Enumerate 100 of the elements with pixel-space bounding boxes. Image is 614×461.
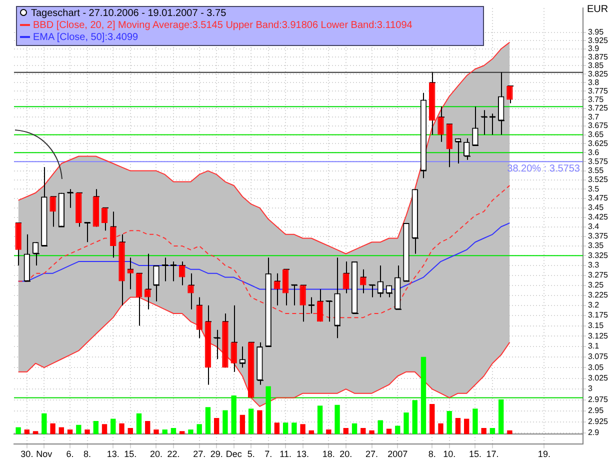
y-tick-label: 3.325: [588, 250, 609, 260]
x-tick-label: 2007: [388, 449, 408, 460]
y-tick-label: 3.575: [588, 156, 609, 166]
candlestick: [454, 138, 462, 164]
bar: [395, 426, 400, 434]
candlestick: [429, 72, 436, 136]
bar: [266, 386, 271, 434]
bar: [84, 430, 90, 434]
y-tick-label: 3.075: [588, 352, 609, 362]
candlestick: [463, 138, 470, 160]
y-tick-label: 3.6: [588, 148, 600, 157]
x-tick-label: 20.: [150, 449, 163, 460]
y-tick-label: 2.975: [588, 395, 609, 404]
x-tick-label: 29.: [210, 449, 223, 460]
y-tick-label: 3.925: [588, 36, 609, 45]
y-tick-label: 3.275: [588, 270, 609, 280]
bar: [498, 399, 504, 434]
bar: [490, 428, 496, 434]
x-tick-label: 11.: [280, 449, 292, 460]
bar: [404, 412, 409, 434]
candlestick: [41, 166, 48, 246]
legend-label: EMA [Close, 50]:3.4099: [33, 32, 138, 43]
bar: [300, 424, 306, 434]
bar: [162, 430, 168, 434]
candlestick: [386, 284, 392, 298]
y-tick-label: 3.25: [588, 280, 604, 290]
x-tick-label: 15.: [468, 449, 482, 460]
candlestick: [58, 192, 65, 228]
bar: [196, 424, 202, 434]
candlestick: [118, 234, 125, 306]
y-tick-label: 3.35: [588, 241, 604, 250]
x-tick-label: 30.: [20, 449, 34, 460]
x-tick-label: Nov: [36, 449, 53, 460]
y-tick-label: 3.675: [588, 121, 609, 130]
y-tick-label: 3.45: [588, 203, 604, 212]
candlestick: [76, 192, 82, 228]
x-tick-label: 8.: [428, 449, 436, 460]
x-tick-label: 19.: [538, 449, 550, 460]
bar: [128, 428, 133, 434]
candlestick: [32, 242, 39, 266]
candlestick: [222, 312, 228, 368]
y-tick-label: 2.9: [588, 428, 600, 438]
x-tick-label: 6.: [66, 449, 74, 460]
candlestick: [472, 106, 478, 146]
bar: [136, 413, 142, 434]
candlestick: [24, 234, 30, 282]
candlestick: [179, 261, 186, 286]
y-tick-label: 3.75: [588, 94, 604, 104]
y-tick-label: 3.15: [588, 320, 604, 330]
y-tick-label: 3.8: [588, 78, 600, 87]
bar: [430, 404, 435, 434]
bar: [274, 422, 280, 434]
bar: [507, 430, 512, 434]
x-tick-label: 27.: [366, 449, 378, 460]
y-tick-label: 3.725: [588, 104, 609, 113]
bar: [180, 431, 185, 434]
y-tick-label: 3.775: [588, 86, 609, 96]
bar: [119, 423, 124, 434]
candlestick: [15, 222, 22, 266]
bar: [412, 400, 418, 434]
chart-title: Tageschart - 27.10.2006 - 19.01.2007 - 3.75: [31, 8, 226, 19]
bar: [32, 431, 38, 434]
bar: [326, 430, 332, 434]
bar: [446, 411, 452, 434]
candlestick: [438, 106, 444, 142]
x-tick-label: 13.: [296, 449, 310, 460]
candlestick: [342, 261, 350, 294]
candlestick: [403, 222, 410, 282]
candlestick: [92, 188, 99, 228]
bar: [93, 421, 98, 434]
bar: [102, 424, 108, 434]
candlestick: [420, 92, 427, 179]
y-tick-label: 3.525: [588, 175, 609, 184]
bar: [67, 430, 73, 434]
y-tick-label: 3.175: [588, 310, 609, 320]
y-tick-label: 3.5: [588, 184, 600, 194]
bar: [378, 420, 383, 434]
bar: [24, 430, 30, 434]
bar: [145, 421, 150, 434]
candlestick: [377, 264, 384, 298]
bar: [334, 404, 340, 434]
bar: [248, 408, 254, 434]
candlestick: [101, 207, 108, 232]
y-tick-label: 3.4: [588, 222, 600, 231]
candlestick: [256, 342, 263, 386]
y-tick-label: 3: [588, 384, 593, 394]
bar: [42, 413, 47, 434]
candlestick: [239, 346, 246, 368]
candlestick: [498, 72, 504, 136]
x-tick-label: 8.: [84, 449, 92, 460]
bar: [481, 428, 486, 434]
x-tick-label: 17.: [486, 449, 499, 460]
bar: [282, 422, 288, 434]
bar: [222, 410, 228, 434]
bar: [317, 406, 323, 434]
bar: [50, 423, 56, 434]
y-tick-label: 3.375: [588, 232, 609, 241]
bar: [58, 427, 64, 434]
candlestick: [394, 264, 401, 310]
candlestick: [351, 261, 358, 314]
